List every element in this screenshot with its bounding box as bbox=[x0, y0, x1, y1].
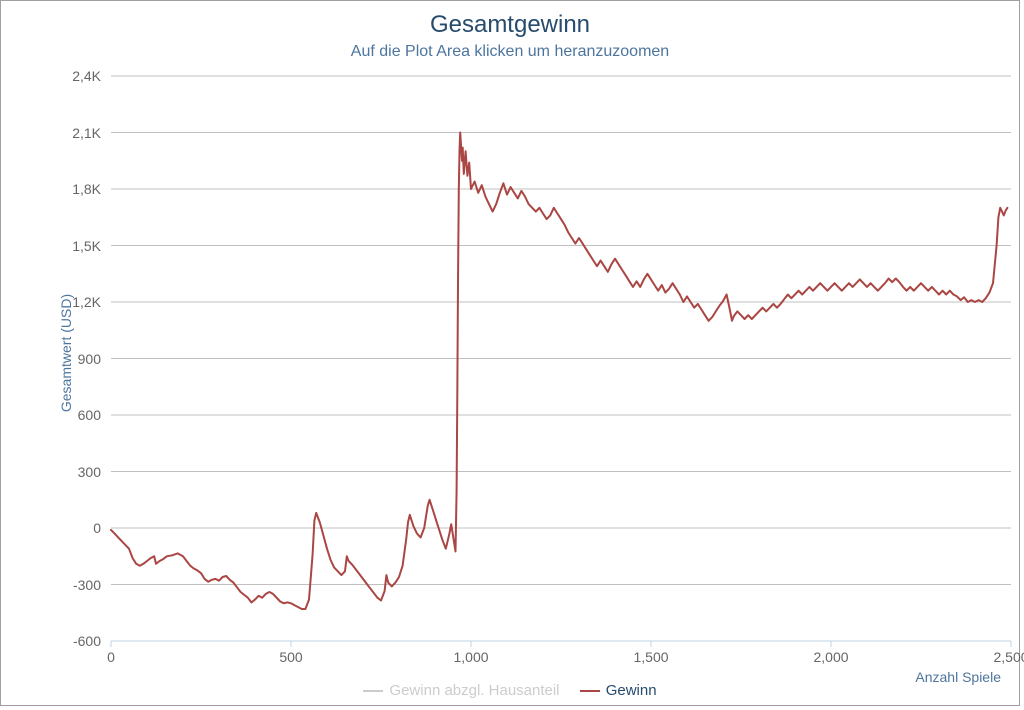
x-tick-label: 2,500 bbox=[993, 649, 1024, 665]
legend-label: Gewinn bbox=[606, 682, 657, 699]
y-tick-label: 900 bbox=[78, 351, 101, 367]
y-tick-label: 1,5K bbox=[72, 238, 101, 254]
legend-swatch-icon bbox=[363, 690, 383, 692]
y-tick-label: 1,2K bbox=[72, 294, 101, 310]
plot-area[interactable] bbox=[111, 76, 1011, 641]
y-tick-label: -600 bbox=[73, 633, 101, 649]
y-tick-label: 300 bbox=[78, 464, 101, 480]
x-tick-label: 1,500 bbox=[633, 649, 668, 665]
legend-item-gewinn-abzgl-hausanteil[interactable]: Gewinn abzgl. Hausanteil bbox=[363, 682, 559, 699]
y-tick-label: 1,8K bbox=[72, 181, 101, 197]
y-tick-label: 2,1K bbox=[72, 125, 101, 141]
legend-label: Gewinn abzgl. Hausanteil bbox=[389, 682, 559, 699]
legend-item-gewinn[interactable]: Gewinn bbox=[580, 682, 657, 699]
plot-svg bbox=[111, 76, 1011, 641]
x-tick-label: 500 bbox=[279, 649, 302, 665]
series-line-gewinn bbox=[111, 133, 1007, 610]
chart-subtitle: Auf die Plot Area klicken um heranzuzoom… bbox=[1, 43, 1019, 61]
x-tick-label: 0 bbox=[107, 649, 115, 665]
y-tick-label: 600 bbox=[78, 407, 101, 423]
chart-container: Gesamtgewinn Auf die Plot Area klicken u… bbox=[0, 0, 1020, 706]
chart-title: Gesamtgewinn bbox=[1, 11, 1019, 39]
y-tick-label: 0 bbox=[93, 520, 101, 536]
y-axis-title: Gesamtwert (USD) bbox=[58, 294, 74, 412]
x-tick-label: 2,000 bbox=[813, 649, 848, 665]
x-tick-label: 1,000 bbox=[453, 649, 488, 665]
y-tick-label: 2,4K bbox=[72, 68, 101, 84]
legend-swatch-icon bbox=[580, 690, 600, 692]
y-tick-label: -300 bbox=[73, 577, 101, 593]
legend: Gewinn abzgl. Hausanteil Gewinn bbox=[1, 679, 1019, 700]
